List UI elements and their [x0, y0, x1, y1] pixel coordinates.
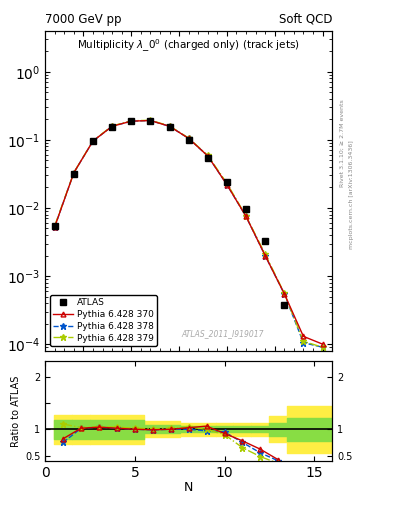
Pythia 6.428 379 [167, 123, 172, 129]
Line: ATLAS: ATLAS [52, 118, 287, 307]
Pythia 6.428 379 [282, 290, 286, 296]
Text: Rivet 3.1.10; ≥ 2.7M events: Rivet 3.1.10; ≥ 2.7M events [340, 99, 345, 187]
Pythia 6.428 370 [186, 135, 191, 141]
Line: Pythia 6.428 378: Pythia 6.428 378 [51, 117, 326, 350]
Pythia 6.428 370 [224, 182, 229, 188]
Pythia 6.428 370 [167, 123, 172, 130]
Pythia 6.428 370 [91, 138, 95, 144]
Pythia 6.428 379 [263, 251, 268, 257]
ATLAS [186, 137, 191, 143]
Pythia 6.428 378 [282, 291, 286, 297]
Pythia 6.428 370 [301, 333, 306, 339]
Pythia 6.428 378 [301, 339, 306, 346]
Pythia 6.428 379 [148, 117, 153, 123]
Pythia 6.428 378 [320, 344, 325, 350]
Pythia 6.428 379 [129, 118, 134, 124]
ATLAS [244, 206, 248, 212]
Pythia 6.428 370 [110, 123, 114, 130]
Pythia 6.428 379 [91, 138, 95, 144]
Text: mcplots.cern.ch [arXiv:1306.3436]: mcplots.cern.ch [arXiv:1306.3436] [349, 140, 354, 249]
Pythia 6.428 370 [52, 224, 57, 230]
ATLAS [72, 170, 76, 177]
Pythia 6.428 379 [110, 123, 114, 129]
ATLAS [206, 155, 210, 161]
Y-axis label: Ratio to ATLAS: Ratio to ATLAS [11, 375, 21, 446]
Pythia 6.428 378 [72, 169, 76, 176]
Pythia 6.428 378 [110, 123, 114, 130]
Pythia 6.428 370 [129, 118, 134, 124]
Pythia 6.428 370 [148, 117, 153, 123]
Pythia 6.428 379 [244, 213, 248, 219]
ATLAS [110, 124, 114, 130]
Pythia 6.428 378 [206, 153, 210, 159]
Pythia 6.428 370 [263, 252, 268, 259]
Pythia 6.428 379 [320, 344, 325, 350]
Line: Pythia 6.428 370: Pythia 6.428 370 [52, 118, 325, 347]
ATLAS [129, 118, 134, 124]
Pythia 6.428 378 [244, 214, 248, 220]
Pythia 6.428 379 [186, 135, 191, 141]
ATLAS [91, 138, 95, 144]
ATLAS [224, 179, 229, 185]
Pythia 6.428 378 [224, 182, 229, 188]
Pythia 6.428 378 [186, 135, 191, 141]
ATLAS [263, 238, 268, 244]
Pythia 6.428 370 [72, 169, 76, 176]
Line: Pythia 6.428 379: Pythia 6.428 379 [51, 117, 326, 350]
Pythia 6.428 379 [206, 153, 210, 159]
Pythia 6.428 378 [129, 118, 134, 124]
ATLAS [52, 223, 57, 229]
Pythia 6.428 378 [148, 117, 153, 123]
Pythia 6.428 370 [282, 291, 286, 297]
ATLAS [167, 124, 172, 130]
Text: Soft QCD: Soft QCD [279, 13, 332, 26]
Pythia 6.428 378 [91, 138, 95, 144]
Text: Multiplicity $\lambda\_0^0$ (charged only) (track jets): Multiplicity $\lambda\_0^0$ (charged onl… [77, 37, 300, 54]
Legend: ATLAS, Pythia 6.428 370, Pythia 6.428 378, Pythia 6.428 379: ATLAS, Pythia 6.428 370, Pythia 6.428 37… [50, 295, 157, 346]
Text: 7000 GeV pp: 7000 GeV pp [45, 13, 122, 26]
Pythia 6.428 379 [224, 180, 229, 186]
Pythia 6.428 378 [52, 224, 57, 230]
Pythia 6.428 370 [244, 214, 248, 220]
Pythia 6.428 370 [206, 153, 210, 159]
ATLAS [148, 118, 153, 124]
Pythia 6.428 379 [72, 169, 76, 176]
Text: ATLAS_2011_I919017: ATLAS_2011_I919017 [182, 329, 264, 338]
Pythia 6.428 379 [301, 338, 306, 345]
Pythia 6.428 378 [167, 123, 172, 130]
ATLAS [282, 302, 286, 308]
X-axis label: N: N [184, 481, 193, 494]
Pythia 6.428 370 [320, 341, 325, 347]
Pythia 6.428 379 [52, 223, 57, 229]
Pythia 6.428 378 [263, 252, 268, 259]
